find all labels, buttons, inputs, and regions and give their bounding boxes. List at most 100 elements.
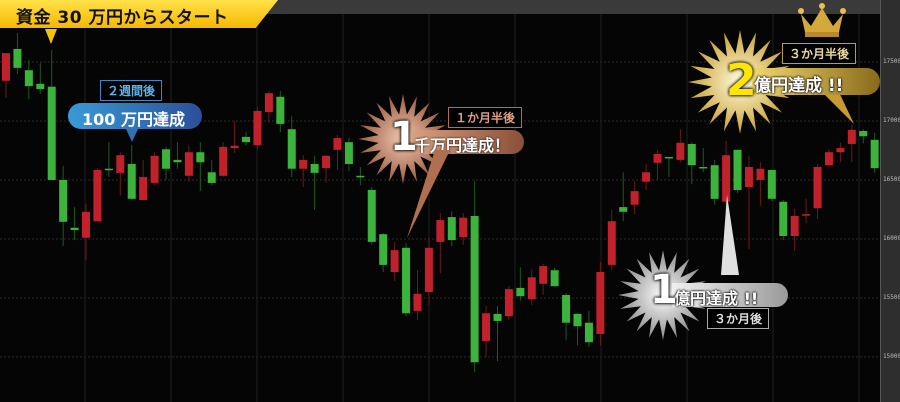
candle-body	[230, 145, 239, 149]
candle-body	[470, 215, 479, 363]
candle-body	[436, 220, 445, 242]
callout-1-main: 100 万円達成	[68, 103, 202, 129]
callout-4-sub: ３か月半後	[782, 43, 857, 64]
y-tick-label: 15500	[883, 293, 900, 301]
candle-body	[482, 313, 491, 342]
candle-body	[596, 271, 605, 334]
candle-body	[779, 201, 788, 236]
y-axis	[880, 0, 900, 402]
candle-body	[139, 176, 148, 200]
candle-body	[516, 287, 525, 297]
candle-body	[722, 155, 731, 202]
candle-body	[253, 110, 262, 146]
candle-body	[13, 48, 22, 68]
candle-body	[264, 93, 273, 113]
candle-body	[59, 179, 68, 222]
candle-body	[242, 136, 251, 143]
candle-body	[493, 313, 502, 321]
candle-body	[413, 293, 422, 311]
candle-body	[367, 189, 376, 242]
candle-body	[447, 217, 456, 241]
candle-body	[687, 143, 696, 166]
candle-body	[356, 175, 365, 178]
candle-body	[116, 155, 125, 173]
candle-body	[527, 277, 536, 300]
candle-body	[550, 270, 559, 287]
start-banner: 資金 30 万円からスタート	[0, 0, 278, 28]
candle-body	[607, 221, 616, 265]
candle-body	[390, 250, 399, 272]
callout-2-pointer	[407, 150, 450, 238]
candle-body	[219, 146, 228, 176]
callout-4-main: 億円達成 !!	[752, 68, 880, 96]
callout-4-pointer	[820, 90, 854, 124]
candle-body	[664, 156, 673, 159]
y-tick-label: 15000	[883, 352, 900, 360]
candle-body	[756, 168, 765, 180]
callout-1-pointer	[126, 129, 138, 142]
candle-body	[196, 152, 205, 163]
candle-body	[744, 166, 753, 188]
candle-body	[802, 214, 811, 216]
candle-body	[870, 139, 879, 169]
callout-4-starburst	[688, 30, 792, 134]
callout-2-number: 1	[390, 114, 418, 160]
y-tick-label: 16000	[883, 234, 900, 242]
candle-body	[24, 70, 33, 87]
callout-3-starburst	[618, 250, 708, 340]
candle-body	[379, 234, 388, 265]
banner-text: 資金 30 万円からスタート	[16, 8, 229, 28]
crown-icon	[798, 3, 846, 37]
candle-body	[184, 152, 193, 176]
candle-body	[790, 215, 799, 236]
candle-body	[619, 207, 628, 212]
candle-body	[699, 166, 708, 169]
candle-body	[642, 172, 651, 182]
candle-body	[82, 211, 91, 238]
candle-body	[859, 130, 868, 137]
callout-1-text: 100 万円達成	[82, 110, 185, 129]
candle-body	[2, 53, 10, 81]
candle-body	[653, 153, 662, 163]
candle-body	[562, 294, 571, 323]
callout-4-number: 2	[726, 55, 757, 106]
callout-3-pointer	[721, 195, 739, 275]
callout-3-sub: ３か月後	[707, 308, 770, 329]
candle-body	[767, 169, 776, 199]
candle-body	[676, 142, 685, 160]
y-tick-label: 17000	[883, 116, 900, 124]
candle-body	[459, 217, 468, 238]
candle-body	[630, 191, 639, 205]
candle-body	[310, 164, 319, 173]
candle-body	[150, 155, 159, 183]
candle-body	[824, 152, 833, 166]
candle-body	[584, 322, 593, 343]
candle-body	[36, 83, 45, 90]
callout-2-sub: １か月半後	[448, 107, 523, 128]
candle-body	[573, 313, 582, 327]
candle-body	[813, 166, 822, 209]
candle-body	[539, 266, 548, 284]
candle-body	[344, 142, 353, 165]
callout-1-sub: ２週間後	[100, 80, 163, 101]
callout-3-main: 億円達成 !!	[672, 283, 788, 308]
callout-3-text: 億円達成 !!	[674, 289, 759, 308]
start-arrow-icon	[45, 29, 57, 44]
candle-body	[299, 159, 308, 169]
candle-body	[127, 164, 136, 199]
candle-body	[287, 129, 296, 169]
candle-body	[93, 169, 102, 222]
candle-body	[847, 129, 856, 144]
y-tick-label: 16500	[883, 175, 900, 183]
callout-2-starburst	[358, 94, 448, 184]
candle-body	[70, 227, 79, 231]
candle-body	[424, 247, 433, 293]
candle-body	[207, 172, 216, 183]
callout-4-text: 億円達成 !!	[754, 76, 844, 96]
candle-body	[47, 86, 56, 180]
candle-body	[504, 289, 513, 317]
candle-body	[402, 247, 411, 314]
candle-body	[162, 149, 171, 169]
callout-3-number: 1	[650, 267, 678, 313]
